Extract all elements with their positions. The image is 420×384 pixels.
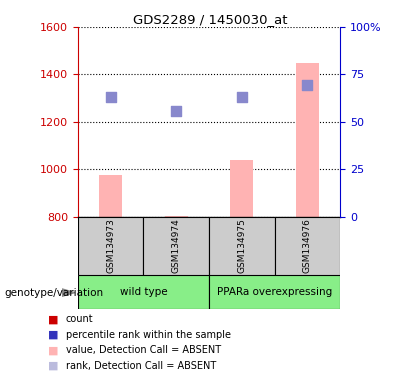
Text: GSM134973: GSM134973 <box>106 218 115 273</box>
Bar <box>209 275 340 309</box>
Text: rank, Detection Call = ABSENT: rank, Detection Call = ABSENT <box>66 361 216 371</box>
Text: wild type: wild type <box>120 287 167 297</box>
Bar <box>296 63 319 217</box>
Text: ■: ■ <box>48 361 59 371</box>
Text: value, Detection Call = ABSENT: value, Detection Call = ABSENT <box>66 345 221 355</box>
Point <box>173 108 179 114</box>
Bar <box>275 217 340 275</box>
Bar <box>230 160 253 217</box>
Text: GSM134974: GSM134974 <box>172 218 181 273</box>
Bar <box>143 217 209 275</box>
Bar <box>165 216 188 217</box>
Text: count: count <box>66 314 94 324</box>
Bar <box>78 217 143 275</box>
Bar <box>99 175 122 217</box>
Text: ■: ■ <box>48 314 59 324</box>
Text: ■: ■ <box>48 345 59 355</box>
Point <box>304 82 311 88</box>
Bar <box>209 217 275 275</box>
Bar <box>78 275 209 309</box>
Text: genotype/variation: genotype/variation <box>4 288 103 298</box>
Text: ■: ■ <box>48 330 59 340</box>
Text: GSM134976: GSM134976 <box>303 218 312 273</box>
Text: GSM134975: GSM134975 <box>237 218 246 273</box>
Point <box>107 94 114 100</box>
Text: PPARa overexpressing: PPARa overexpressing <box>217 287 332 297</box>
Text: GDS2289 / 1450030_at: GDS2289 / 1450030_at <box>133 13 287 26</box>
Text: percentile rank within the sample: percentile rank within the sample <box>66 330 231 340</box>
Point <box>239 94 245 100</box>
Polygon shape <box>62 289 75 296</box>
